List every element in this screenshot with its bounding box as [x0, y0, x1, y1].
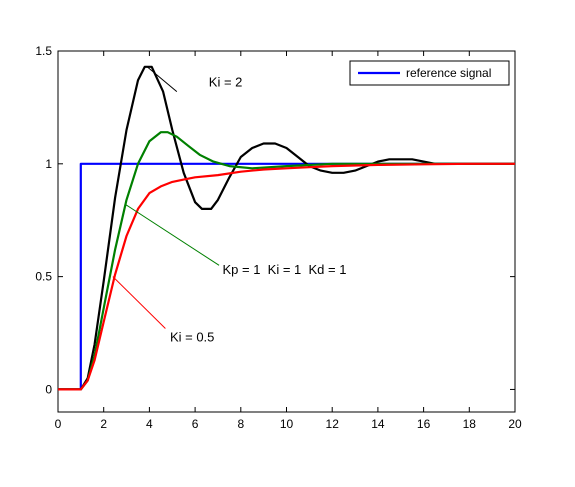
y-axis: 0 0.5 1 1.5 [35, 44, 515, 396]
annotation-label: Ki = 2 [209, 75, 243, 90]
y-tick-label: 0 [45, 382, 52, 396]
y-tick-label: 0.5 [35, 270, 52, 284]
series-lines [58, 65, 515, 391]
series-line-3 [58, 162, 515, 391]
legend-label: reference signal [406, 66, 491, 80]
x-tick-label: 6 [192, 417, 199, 431]
x-tick-label: 4 [146, 417, 153, 431]
series-line-2 [58, 131, 515, 391]
x-tick-label: 20 [508, 417, 522, 431]
annotation-arrow [146, 66, 178, 92]
x-tick-label: 8 [237, 417, 244, 431]
x-tick-label: 14 [371, 417, 385, 431]
annotation-arrow [125, 204, 220, 266]
annotation-arrow [112, 276, 166, 329]
plot-area [57, 50, 516, 413]
x-tick-label: 2 [100, 417, 107, 431]
annotation-label: Kp = 1 Ki = 1 Kd = 1 [223, 262, 347, 277]
x-tick-label: 16 [417, 417, 431, 431]
annotations: Ki = 2 Kp = 1 Ki = 1 Kd = 1 Ki = 0.5 [112, 66, 347, 345]
x-tick-label: 12 [326, 417, 340, 431]
x-tick-label: 0 [55, 417, 62, 431]
y-tick-label: 1.5 [35, 44, 52, 58]
y-tick-label: 1 [45, 157, 52, 171]
x-tick-label: 18 [463, 417, 477, 431]
legend: reference signal [349, 60, 510, 86]
annotation-label: Ki = 0.5 [170, 330, 214, 345]
x-tick-label: 10 [280, 417, 294, 431]
x-axis: 0 2 4 6 8 10 12 14 16 18 20 [55, 51, 522, 431]
